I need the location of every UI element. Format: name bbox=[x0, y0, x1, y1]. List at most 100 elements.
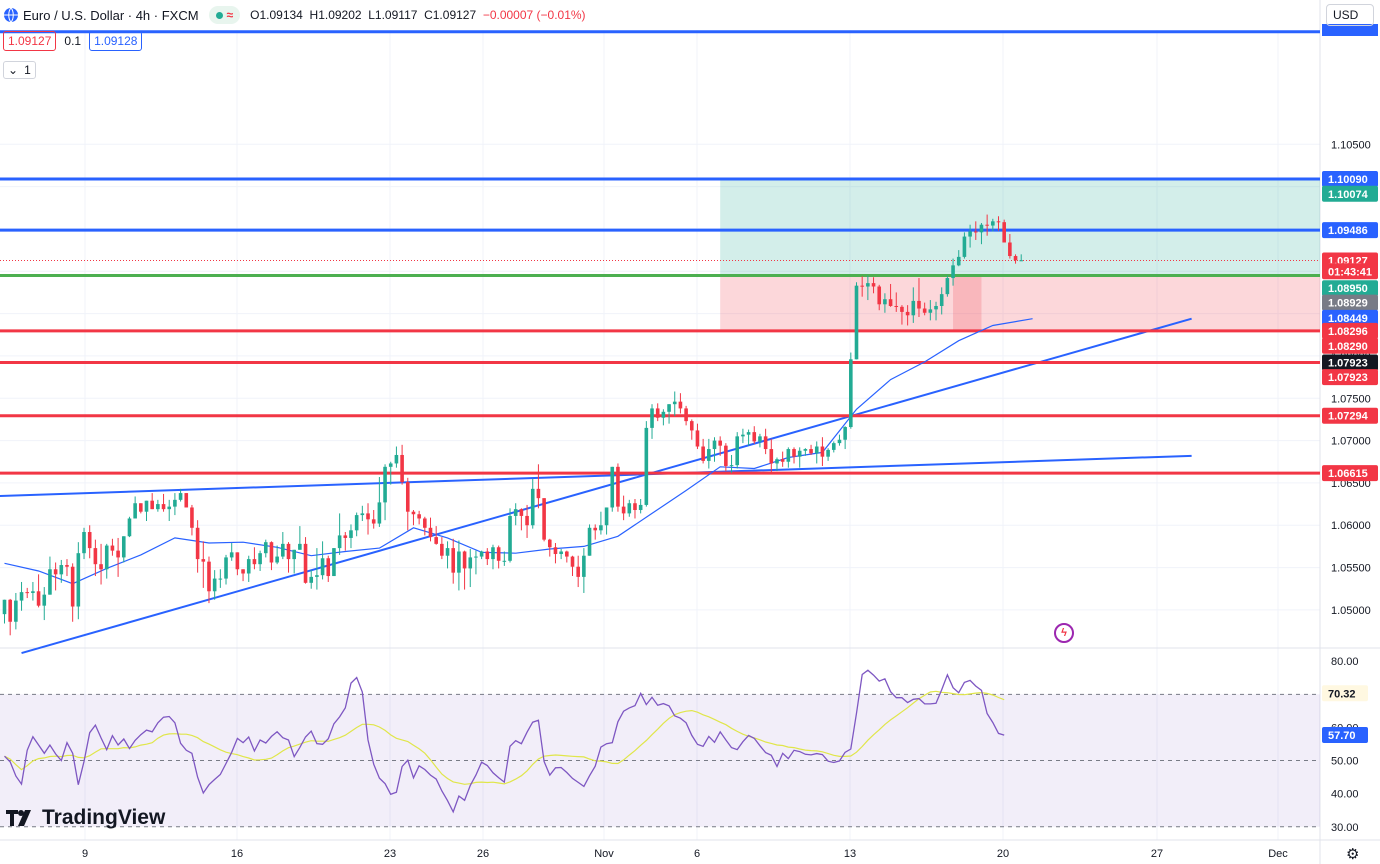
candle-body bbox=[104, 545, 109, 570]
candle-body bbox=[445, 548, 450, 556]
candle-body bbox=[883, 299, 887, 305]
candle-body bbox=[695, 430, 700, 447]
time-tick-label: 20 bbox=[997, 848, 1009, 860]
price-tick-label: 1.07000 bbox=[1331, 436, 1371, 448]
change-value: −0.00007 (−0.01%) bbox=[482, 8, 586, 22]
candle-body bbox=[866, 283, 870, 287]
rsi-tick-label: 40.00 bbox=[1331, 789, 1359, 801]
rsi-axis-badge-label: 57.70 bbox=[1328, 730, 1356, 742]
candle-body bbox=[42, 594, 47, 606]
wave-icon: ≈ bbox=[226, 8, 234, 22]
candle-body bbox=[650, 408, 654, 428]
candle-body bbox=[587, 527, 592, 556]
candle-body bbox=[167, 506, 172, 510]
candle-body bbox=[610, 466, 615, 508]
candle-body bbox=[729, 465, 734, 467]
symbol-title[interactable]: Euro / U.S. Dollar · 4h · FXCM bbox=[23, 7, 199, 23]
candle-body bbox=[496, 547, 501, 561]
candle-body bbox=[491, 547, 495, 560]
candle-body bbox=[139, 503, 143, 512]
candle-body bbox=[797, 450, 802, 457]
candle-body bbox=[809, 449, 813, 454]
price-axis-badge-label: 1.06615 bbox=[1328, 468, 1368, 480]
time-tick-label: 6 bbox=[694, 848, 700, 860]
candle-body bbox=[684, 408, 688, 422]
rsi-axis-badge-label: 70.32 bbox=[1328, 688, 1356, 700]
candle-body bbox=[814, 446, 819, 454]
candle-body bbox=[110, 545, 115, 551]
candle-body bbox=[178, 493, 183, 500]
price-tick-label: 1.06000 bbox=[1331, 520, 1371, 532]
candle-body bbox=[655, 408, 660, 418]
price-tick-label: 1.05000 bbox=[1331, 605, 1371, 617]
candle-body bbox=[468, 557, 473, 569]
chart-header: Euro / U.S. Dollar · 4h · FXCM ≈ O1.0913… bbox=[0, 0, 1320, 30]
sell-button[interactable]: 1.09127 bbox=[3, 31, 57, 51]
price-axis-badge-label: 1.09486 bbox=[1328, 225, 1368, 237]
candle-body bbox=[360, 513, 365, 516]
candle-body bbox=[599, 525, 603, 531]
currency-label: USD bbox=[1333, 8, 1359, 22]
price-axis-badge-label: 1.08449 bbox=[1328, 313, 1368, 325]
candle-body bbox=[298, 543, 302, 550]
price-axis-badge-label: 1.07923 bbox=[1328, 372, 1368, 384]
candle-body bbox=[877, 286, 882, 305]
candle-body bbox=[82, 532, 86, 554]
indicator-toggle[interactable]: ⌄ 1 bbox=[3, 61, 36, 79]
candle-body bbox=[326, 558, 331, 577]
candle-body bbox=[871, 283, 876, 287]
candle-body bbox=[672, 401, 677, 405]
candle-body bbox=[752, 432, 757, 442]
candle-body bbox=[474, 556, 478, 558]
candle-body bbox=[173, 499, 177, 507]
candle-body bbox=[428, 527, 433, 538]
candle-body bbox=[281, 543, 285, 557]
candle-body bbox=[735, 436, 740, 466]
candle-body bbox=[405, 482, 410, 512]
candle-body bbox=[582, 555, 586, 577]
price-axis-badge bbox=[1322, 407, 1378, 424]
spread-value: 0.1 bbox=[64, 34, 82, 48]
settings-gear-icon[interactable]: ⚙ bbox=[1346, 846, 1360, 863]
candle-body bbox=[621, 506, 626, 514]
time-tick-label: Dec bbox=[1268, 848, 1288, 860]
candle-body bbox=[962, 236, 967, 257]
price-axis-badge-label: 1.10090 bbox=[1328, 174, 1368, 186]
candle-body bbox=[678, 401, 683, 409]
lightning-icon[interactable]: ϟ bbox=[1054, 623, 1074, 643]
candle-body bbox=[286, 543, 291, 560]
candle-body bbox=[519, 509, 524, 516]
buy-button[interactable]: 1.09128 bbox=[89, 31, 143, 51]
candle-body bbox=[780, 459, 785, 462]
candle-body bbox=[803, 449, 808, 451]
candle-body bbox=[786, 449, 791, 462]
candle-body bbox=[70, 566, 75, 607]
candle-body bbox=[707, 449, 711, 461]
chevron-down-icon: ⌄ bbox=[8, 63, 19, 77]
candle-body bbox=[383, 466, 387, 503]
price-tick-label: 1.10500 bbox=[1331, 139, 1371, 151]
candle-body bbox=[973, 231, 978, 233]
candle-body bbox=[1019, 260, 1024, 262]
candle-body bbox=[343, 535, 348, 538]
candle-body bbox=[928, 309, 933, 313]
brand-name: TradingView bbox=[42, 806, 166, 829]
candle-body bbox=[388, 463, 393, 467]
candle-body bbox=[235, 552, 240, 570]
open-value: O1.09134 bbox=[250, 8, 303, 22]
tradingview-logo: TradingView bbox=[6, 806, 165, 830]
price-axis-badge bbox=[1322, 170, 1378, 187]
candle-body bbox=[831, 443, 836, 450]
candle-body bbox=[190, 507, 194, 528]
candle-body bbox=[25, 592, 30, 594]
candle-body bbox=[59, 565, 64, 575]
market-status-pill[interactable]: ≈ bbox=[208, 6, 241, 24]
candle-body bbox=[241, 569, 245, 574]
candle-body bbox=[19, 592, 24, 601]
candle-body bbox=[712, 440, 717, 450]
candle-body bbox=[116, 550, 120, 558]
candle-body bbox=[48, 569, 52, 595]
candle-body bbox=[354, 515, 359, 531]
currency-select[interactable]: USD bbox=[1326, 4, 1374, 26]
